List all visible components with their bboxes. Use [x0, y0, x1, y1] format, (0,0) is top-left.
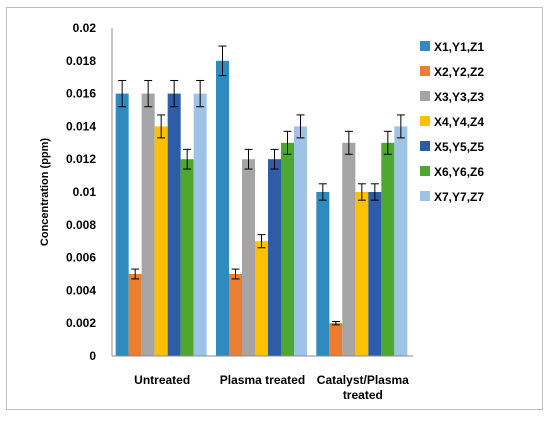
- bar-series: [115, 45, 408, 357]
- legend-swatch: [420, 141, 430, 151]
- y-tick-label: 0.018: [66, 54, 96, 68]
- bar: [242, 159, 255, 356]
- bar: [394, 126, 408, 357]
- bar: [316, 192, 330, 356]
- bar: [255, 241, 268, 356]
- bar: [128, 274, 142, 356]
- bar: [355, 192, 369, 356]
- y-tick-label: 0.02: [73, 21, 97, 35]
- y-tick-label: 0.006: [66, 251, 96, 265]
- y-tick-label: 0: [89, 349, 96, 363]
- y-tick-label: 0.002: [66, 316, 96, 330]
- bar: [154, 126, 168, 357]
- bar: [141, 93, 155, 356]
- y-axis-title: Concentration (ppm): [39, 138, 51, 246]
- x-category-label: Plasma treated: [220, 373, 305, 387]
- bar: [268, 159, 281, 356]
- bar: [216, 60, 229, 357]
- y-tick-label: 0.016: [66, 87, 96, 101]
- legend-swatch: [420, 166, 430, 176]
- legend: X1,Y1,Z1 X2,Y2,Z2 X3,Y3,Z3 X4,Y4,Z4 X5,Y5,Z5…: [420, 40, 484, 204]
- y-tick-label: 0.004: [66, 283, 96, 297]
- y-tick-label: 0.008: [66, 218, 96, 232]
- y-tick-label: 0.012: [66, 152, 96, 166]
- y-axis-ticks: 0 0.002 0.004 0.006 0.008 0.01 0.012 0.014 0.016…: [66, 21, 96, 363]
- legend-label: X4,Y4,Z4: [434, 115, 484, 129]
- legend-label: X7,Y7,Z7: [434, 190, 484, 204]
- x-axis-categories: Untreated Plasma treated Catalyst/Plasma tr…: [134, 373, 409, 402]
- legend-label: X2,Y2,Z2: [434, 65, 484, 79]
- legend-swatch: [420, 41, 430, 51]
- legend-label: X3,Y3,Z3: [434, 90, 484, 104]
- x-category-label: Untreated: [134, 373, 190, 387]
- bar: [329, 323, 343, 356]
- bar: [294, 126, 307, 357]
- legend-label: X1,Y1,Z1: [434, 40, 484, 54]
- legend-swatch: [420, 66, 430, 76]
- bar: [115, 93, 129, 356]
- axis-lines: [111, 28, 413, 357]
- bar: [193, 93, 207, 356]
- bar: [229, 274, 242, 356]
- legend-label: X5,Y5,Z5: [434, 140, 484, 154]
- bar: [281, 142, 294, 356]
- legend-swatch: [420, 191, 430, 201]
- bar: [342, 142, 356, 356]
- legend-swatch: [420, 116, 430, 126]
- legend-label: X6,Y6,Z6: [434, 165, 484, 179]
- y-tick-label: 0.01: [73, 185, 97, 199]
- bar: [381, 142, 395, 356]
- bar: [368, 192, 382, 356]
- x-category-label: Catalyst/Plasma treated: [317, 373, 409, 402]
- bar: [180, 159, 194, 356]
- bar: [167, 93, 181, 356]
- y-tick-label: 0.014: [66, 119, 96, 133]
- legend-swatch: [420, 91, 430, 101]
